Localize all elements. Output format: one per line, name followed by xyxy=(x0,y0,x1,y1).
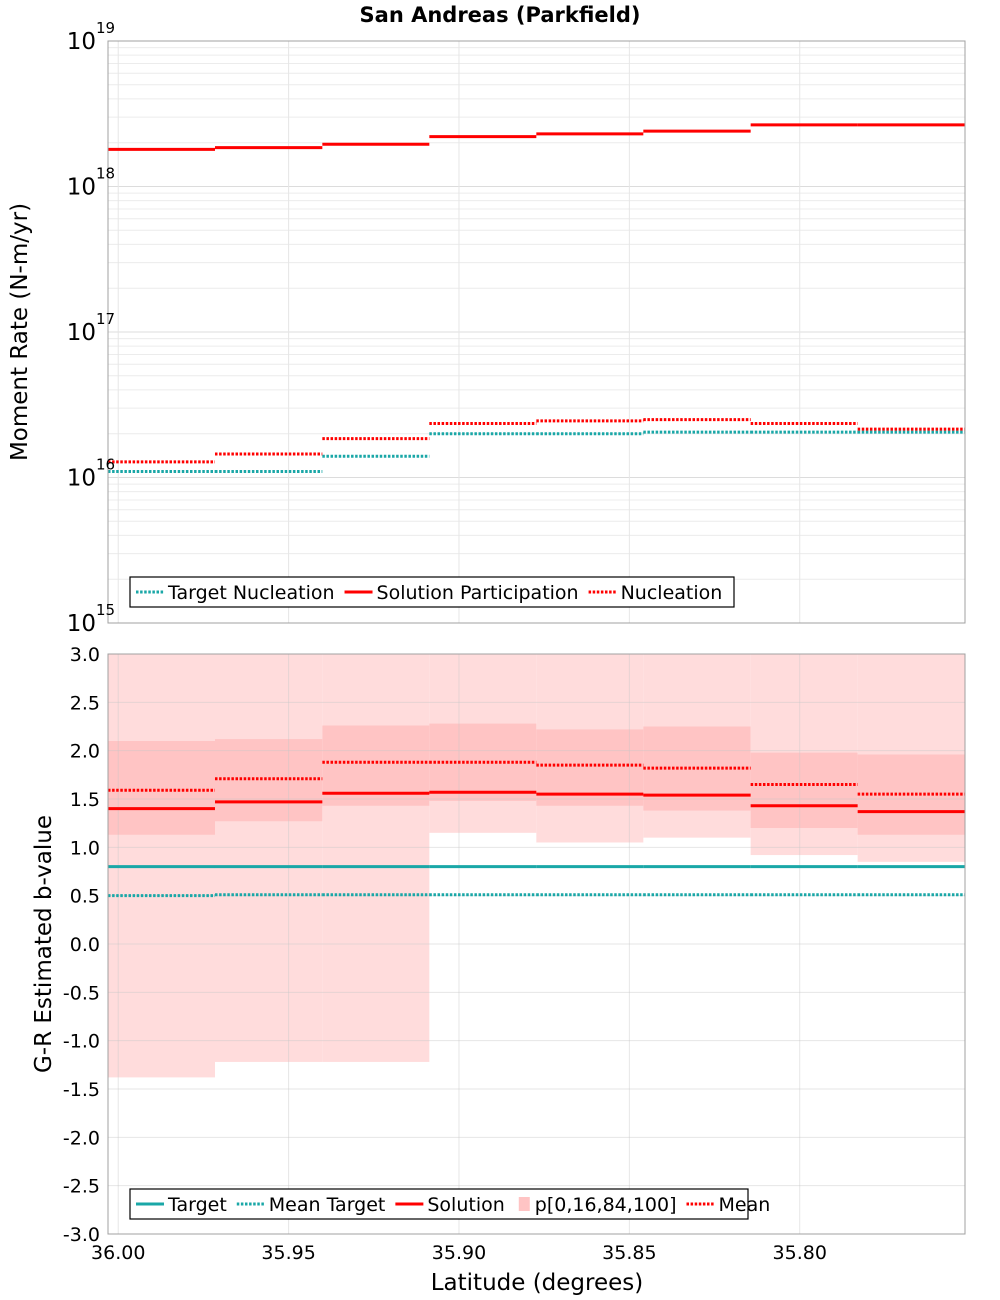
chart-title: San Andreas (Parkfield) xyxy=(360,3,641,27)
b-value-y-ticks: 3.0 2.5 2.0 1.5 1.0 0.5 0.0 -0.5 -1.0 -1.5 -2.0 -2.… xyxy=(63,644,100,1246)
b-value-panel: 3.0 2.5 2.0 1.5 1.0 0.5 0.0 -0.5 -1.0 -1.5 -2.0 -2.… xyxy=(31,644,966,1296)
moment-rate-series xyxy=(108,123,965,473)
legend-label: Nucleation xyxy=(621,582,723,604)
legend-label: Target xyxy=(167,1194,227,1216)
y-tick-label: -3.0 xyxy=(63,1224,100,1246)
y-tick-label: 10 xyxy=(67,466,96,492)
y-tick-label: 2.0 xyxy=(70,741,100,763)
legend-label: Target Nucleation xyxy=(167,582,335,604)
latitude-x-ticks: 36.00 35.95 35.90 35.85 35.80 xyxy=(91,1242,827,1264)
legend-label: Solution Participation xyxy=(377,582,579,604)
legend-box xyxy=(129,576,735,608)
b-value-legend: Target Mean Target Solution p[0,16,84,100] M… xyxy=(129,1188,771,1220)
y-tick-label: -1.5 xyxy=(63,1079,100,1101)
y-tick-label: 1.5 xyxy=(70,789,100,811)
band-outer-p0-p100 xyxy=(214,654,323,1062)
y-tick-label: 1.0 xyxy=(70,837,100,859)
legend-label: p[0,16,84,100] xyxy=(535,1194,677,1216)
y-tick-exponent: 17 xyxy=(96,310,115,328)
y-tick-exponent: 18 xyxy=(96,165,115,183)
x-tick-label: 35.95 xyxy=(261,1242,315,1264)
band-inner-p16-p84 xyxy=(108,741,215,835)
latitude-x-axis-title: Latitude (degrees) xyxy=(431,1270,644,1296)
x-tick-label: 35.85 xyxy=(602,1242,656,1264)
x-tick-label: 35.90 xyxy=(432,1242,486,1264)
band-inner-p16-p84 xyxy=(750,752,858,828)
x-tick-label: 35.80 xyxy=(773,1242,827,1264)
band-outer-p0-p100 xyxy=(322,654,430,1062)
y-tick-label: 3.0 xyxy=(70,644,100,666)
moment-rate-plot-frame xyxy=(107,40,966,624)
legend-label: Solution xyxy=(427,1194,504,1216)
moment-rate-grid xyxy=(108,40,965,624)
y-tick-label: -2.5 xyxy=(63,1176,100,1198)
y-tick-label: 10 xyxy=(67,611,96,637)
y-tick-label: 10 xyxy=(67,29,96,55)
y-tick-label: 0.5 xyxy=(70,886,100,908)
legend-box xyxy=(129,1188,749,1220)
b-value-y-axis-title: G-R Estimated b-value xyxy=(31,815,57,1073)
y-tick-label: 2.5 xyxy=(70,692,100,714)
moment-rate-y-axis-title: Moment Rate (N-m/yr) xyxy=(7,203,33,461)
y-tick-label: 10 xyxy=(67,320,96,346)
y-tick-label: 0.0 xyxy=(70,934,100,956)
y-tick-exponent: 15 xyxy=(96,601,115,619)
legend-label: Mean xyxy=(719,1194,771,1216)
y-tick-label: -1.0 xyxy=(63,1031,100,1053)
y-tick-exponent: 16 xyxy=(96,456,115,474)
legend-label: Mean Target xyxy=(269,1194,386,1216)
x-tick-label: 36.00 xyxy=(91,1242,145,1264)
b-value-plot-frame xyxy=(107,653,966,1235)
b-value-series xyxy=(108,760,965,898)
y-tick-label: 10 xyxy=(67,175,96,201)
moment-rate-legend: Target Nucleation Solution Participation N… xyxy=(129,576,735,608)
y-tick-label: -0.5 xyxy=(63,982,100,1004)
legend-swatch xyxy=(518,1197,530,1211)
y-tick-exponent: 19 xyxy=(96,19,115,37)
y-tick-label: -2.0 xyxy=(63,1127,100,1149)
